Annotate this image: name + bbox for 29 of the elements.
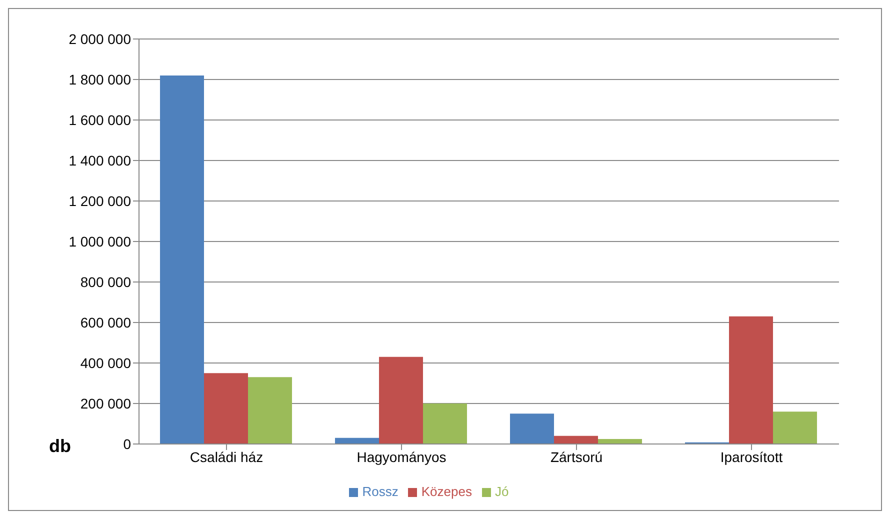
bar bbox=[423, 404, 467, 444]
bar bbox=[510, 414, 554, 444]
y-tick-label: 400 000 bbox=[80, 354, 132, 371]
legend-label: Rossz bbox=[362, 484, 398, 499]
bar bbox=[335, 438, 379, 444]
y-axis-title: db bbox=[49, 436, 71, 456]
y-tick-label: 1 200 000 bbox=[68, 192, 132, 209]
x-tick-label: Iparosított bbox=[720, 448, 783, 465]
bar bbox=[554, 436, 598, 444]
x-tick-label: Zártsorú bbox=[550, 448, 603, 465]
x-tick-label: Családi ház bbox=[190, 448, 264, 465]
bar bbox=[729, 316, 773, 444]
bar bbox=[379, 356, 423, 444]
y-tick-label: 1 000 000 bbox=[68, 233, 132, 250]
y-tick-label: 0 bbox=[123, 436, 132, 452]
y-tick-label: 1 400 000 bbox=[68, 152, 132, 168]
y-tick-label: 800 000 bbox=[80, 274, 132, 290]
y-tick-label: 600 000 bbox=[80, 314, 132, 330]
legend-label: Jó bbox=[494, 484, 509, 499]
y-tick-label: 1 800 000 bbox=[68, 71, 132, 88]
bar bbox=[160, 75, 204, 444]
bar bbox=[248, 377, 292, 444]
y-tick-label: 1 600 000 bbox=[68, 112, 132, 128]
legend-label: Közepes bbox=[421, 484, 472, 499]
y-tick-label: 2 000 000 bbox=[68, 30, 132, 47]
bar bbox=[204, 373, 248, 444]
x-tick-label: Hagyományos bbox=[356, 448, 446, 465]
y-tick-label: 200 000 bbox=[80, 395, 132, 412]
bar bbox=[773, 412, 817, 444]
